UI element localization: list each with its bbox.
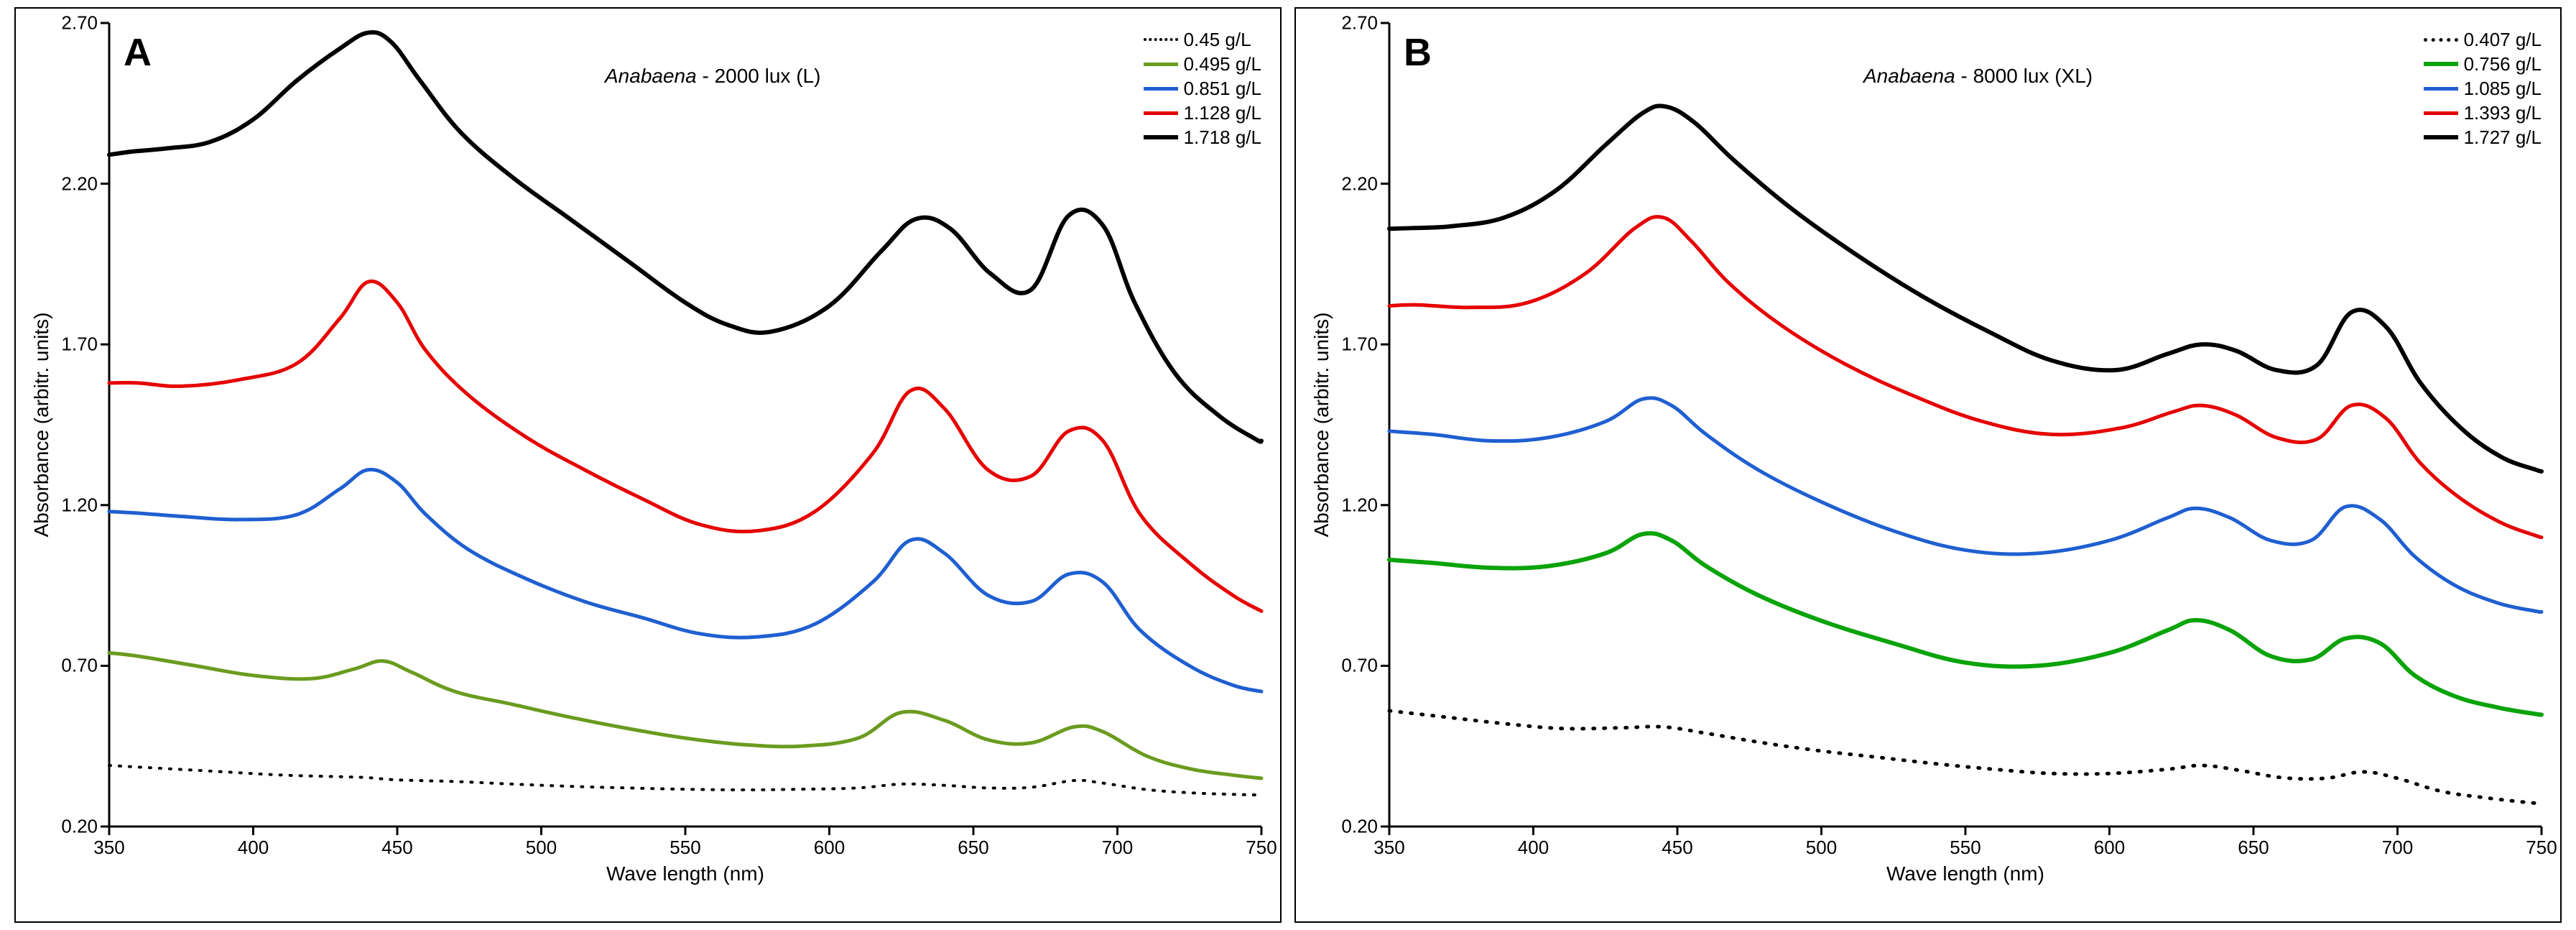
x-tick-label: 550 <box>670 837 700 859</box>
y-tick-label: 1.20 <box>1341 494 1378 516</box>
panel-B: 350 400 450 500 550 600 650 700 750 Wave length (… <box>1294 7 2562 923</box>
legend-label: 0.495 g/L <box>1184 53 1261 75</box>
x-tick-label: 650 <box>958 837 988 859</box>
panel-A: 350 400 450 500 550 600 650 700 750 Wave length (… <box>14 7 1282 923</box>
legend-item: 1.128 g/L <box>1144 101 1261 125</box>
spectra-svg <box>16 9 1280 921</box>
legend-label: 1.393 g/L <box>2464 102 2542 124</box>
x-tick-label: 550 <box>1950 837 1980 859</box>
legend: 0.45 g/L0.495 g/L 0.851 g/L1.128 g/L1.718… <box>1144 27 1261 149</box>
legend-swatch <box>1144 135 1178 139</box>
x-tick-label: 700 <box>2382 837 2413 859</box>
panel-letter: B <box>1404 30 1432 75</box>
legend-swatch <box>1144 111 1178 115</box>
legend-swatch <box>2424 62 2458 66</box>
x-tick-label: 500 <box>526 837 557 859</box>
y-tick-label: 1.70 <box>1341 333 1378 356</box>
y-tick-label: 2.20 <box>1341 172 1378 195</box>
y-tick-label: 2.20 <box>61 172 98 195</box>
series-line-2 <box>1389 398 2542 612</box>
legend-swatch <box>1144 63 1178 66</box>
legend-swatch <box>1144 87 1178 91</box>
x-tick-label: 600 <box>2094 837 2125 859</box>
legend-item: 1.393 g/L <box>2424 101 2542 125</box>
legend-label: 1.085 g/L <box>2464 78 2542 100</box>
series-line-0 <box>109 765 1261 795</box>
legend-item: 0.495 g/L <box>1144 52 1261 76</box>
y-tick-label: 2.70 <box>61 12 98 34</box>
x-tick-label: 350 <box>1373 837 1404 859</box>
legend-label: 0.407 g/L <box>2464 29 2542 51</box>
x-tick-label: 650 <box>2238 837 2269 859</box>
y-tick-label: 0.20 <box>1341 816 1378 838</box>
legend-swatch <box>2424 87 2458 91</box>
legend-label: 0.45 g/L <box>1184 29 1251 51</box>
x-axis-title: Wave length (nm) <box>606 862 764 885</box>
legend-item: 0.407 g/L <box>2424 27 2542 52</box>
x-tick-label: 450 <box>1662 837 1692 859</box>
legend-label: 0.851 g/L <box>1184 78 1261 100</box>
legend-item: 1.085 g/L <box>2424 76 2542 101</box>
y-tick-label: 0.20 <box>61 816 98 838</box>
legend-item: 1.727 g/L <box>2424 125 2542 149</box>
y-tick-label: 0.70 <box>61 655 98 677</box>
legend-item: 0.45 g/L <box>1144 27 1261 52</box>
legend-label: 1.718 g/L <box>1184 126 1261 149</box>
legend-item: 1.718 g/L <box>1144 125 1261 149</box>
x-tick-label: 500 <box>1806 837 1837 859</box>
legend-swatch <box>2424 135 2458 139</box>
panel-letter: A <box>124 30 152 75</box>
legend-item: 0.756 g/L <box>2424 52 2542 76</box>
legend-label: 0.756 g/L <box>2464 53 2542 75</box>
x-tick-label: 350 <box>93 837 124 859</box>
y-tick-label: 2.70 <box>1341 12 1378 34</box>
panel-title: Anabaena - 2000 lux (L) <box>605 65 820 88</box>
legend-swatch <box>2424 111 2458 115</box>
series-line-3 <box>109 281 1261 611</box>
series-line-4 <box>109 32 1261 442</box>
legend-swatch <box>2424 38 2458 42</box>
y-tick-label: 1.70 <box>61 333 98 356</box>
x-tick-label: 450 <box>381 837 412 859</box>
x-tick-label: 700 <box>1102 837 1133 859</box>
panel-title: Anabaena - 8000 lux (XL) <box>1863 65 2093 88</box>
y-tick-label: 1.20 <box>61 494 98 516</box>
series-line-3 <box>1389 217 2542 538</box>
legend-label: 1.727 g/L <box>2464 126 2542 149</box>
x-tick-label: 600 <box>814 837 845 859</box>
x-tick-label: 400 <box>238 837 269 859</box>
series-line-0 <box>1389 711 2542 804</box>
y-axis-title: Absorbance (arbitr. units) <box>30 313 53 538</box>
x-axis-title: Wave length (nm) <box>1886 862 2044 885</box>
figure-row: 350 400 450 500 550 600 650 700 750 Wave length (… <box>7 7 2569 923</box>
series-line-1 <box>109 653 1261 778</box>
legend: 0.407 g/L0.756 g/L 1.085 g/L1.393 g/L1.72… <box>2424 27 2542 149</box>
legend-item: 0.851 g/L <box>1144 76 1261 101</box>
y-tick-label: 0.70 <box>1341 655 1378 677</box>
series-line-2 <box>109 469 1261 691</box>
legend-label: 1.128 g/L <box>1184 102 1261 124</box>
x-tick-label: 750 <box>2526 837 2557 859</box>
spectra-svg <box>1296 9 2560 921</box>
x-tick-label: 750 <box>1246 837 1277 859</box>
x-tick-label: 400 <box>1518 837 1549 859</box>
y-axis-title: Absorbance (arbitr. units) <box>1310 313 1333 538</box>
legend-swatch <box>1144 38 1178 41</box>
series-line-1 <box>1389 533 2542 715</box>
